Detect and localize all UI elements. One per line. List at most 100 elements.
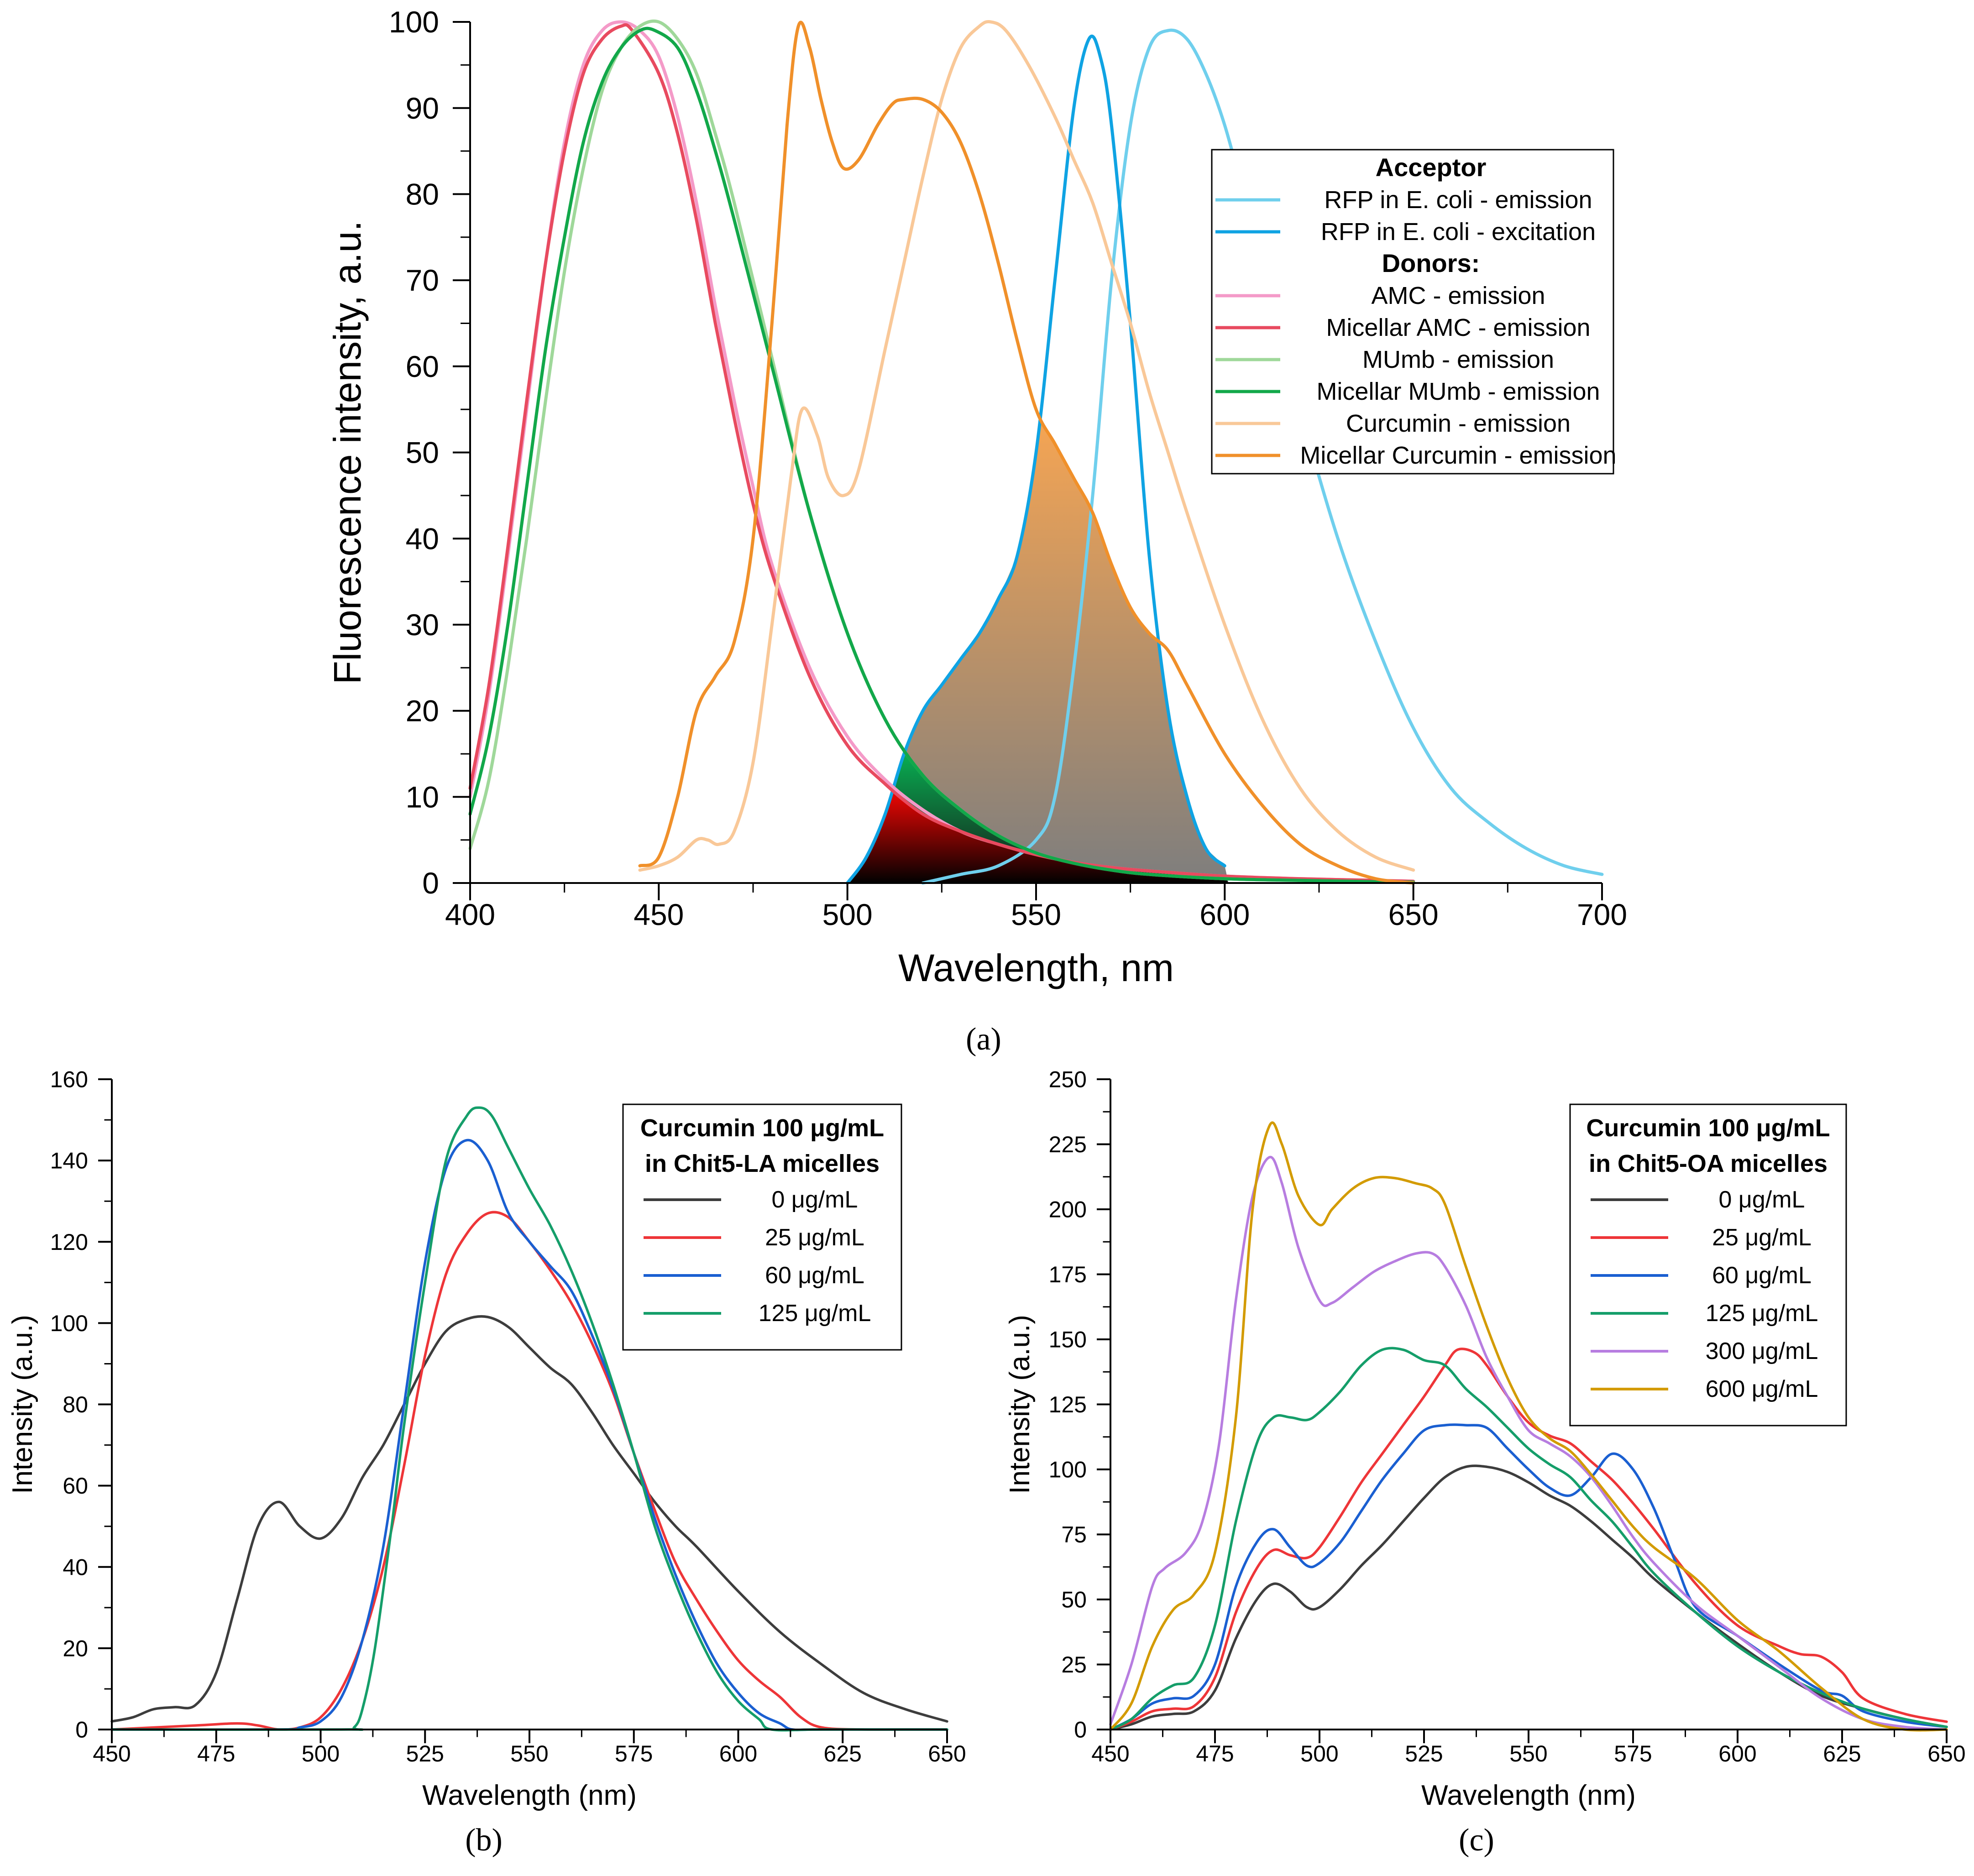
- x-tick-label: 450: [93, 1741, 131, 1766]
- legend-entry: 125 μg/mL: [1706, 1300, 1818, 1327]
- y-axis-label: Intensity (a.u.): [7, 1315, 38, 1494]
- x-tick-label: 625: [1823, 1741, 1861, 1766]
- legend-group-header: Donors:: [1382, 249, 1480, 277]
- y-tick-label: 25: [1061, 1652, 1087, 1677]
- y-tick-label: 160: [50, 1067, 88, 1092]
- x-tick-label: 550: [510, 1741, 548, 1766]
- y-tick-label: 50: [406, 436, 439, 470]
- legend-title-line: Curcumin 100 μg/mL: [640, 1114, 884, 1142]
- x-tick-label: 475: [1196, 1741, 1234, 1766]
- y-tick-label: 80: [406, 178, 439, 211]
- legend-entry: 60 μg/mL: [1712, 1262, 1812, 1289]
- x-tick-label: 450: [1091, 1741, 1129, 1766]
- legend-entry: AMC - emission: [1371, 282, 1545, 309]
- y-tick-label: 140: [50, 1148, 88, 1174]
- series-line-2: [1109, 1348, 1948, 1731]
- legend-entry: 300 μg/mL: [1706, 1338, 1818, 1364]
- x-axis-label: Wavelength (nm): [422, 1780, 637, 1811]
- x-tick-label: 600: [1718, 1741, 1756, 1766]
- x-axis-label: Wavelength, nm: [898, 946, 1174, 989]
- legend-group-header: Acceptor: [1376, 153, 1487, 182]
- legend-box: [622, 1103, 902, 1351]
- x-tick-label: 700: [1577, 898, 1627, 931]
- series-line-6: [1109, 1121, 1948, 1732]
- x-tick-label: 525: [1405, 1741, 1443, 1766]
- series-line-1: [110, 1315, 948, 1723]
- x-tick-label: 650: [928, 1741, 966, 1766]
- y-tick-label: 70: [406, 263, 439, 297]
- series-line-8: [638, 21, 1415, 885]
- y-tick-label: 0: [422, 866, 439, 900]
- y-tick-label: 90: [406, 91, 439, 125]
- x-tick-label: 500: [822, 898, 873, 931]
- legend-title-line: in Chit5-LA micelles: [645, 1150, 880, 1177]
- y-tick-label: 120: [50, 1229, 88, 1255]
- chart-b: 450 475 500 525 550 575 600 625 650 0 20 40 60 80 100 1…: [7, 1067, 966, 1858]
- chart-a: 400 450 500 550 600 650 700 0 10 20 30 40 50 60 70 80 90…: [326, 5, 1627, 1057]
- series-line-1: [1109, 1464, 1948, 1731]
- x-tick-label: 450: [634, 898, 684, 931]
- legend-entry: 600 μg/mL: [1706, 1376, 1818, 1402]
- x-tick-label: 600: [719, 1741, 757, 1766]
- y-tick-label: 60: [63, 1473, 88, 1499]
- series-line-7: [638, 20, 1415, 872]
- y-tick-label: 80: [63, 1392, 88, 1417]
- x-tick-label: 550: [1011, 898, 1061, 931]
- legend-entry: 25 μg/mL: [1712, 1224, 1812, 1251]
- legend-entry: MUmb - emission: [1362, 346, 1554, 373]
- series-line-4: [110, 1106, 948, 1732]
- sub-caption-a: (a): [966, 1022, 1001, 1057]
- x-tick-label: 475: [197, 1741, 235, 1766]
- legend-entry: Micellar MUmb - emission: [1316, 378, 1600, 405]
- micellar-amc-overlap: [847, 790, 1414, 883]
- x-tick-label: 575: [1614, 1741, 1652, 1766]
- y-tick-label: 225: [1049, 1132, 1087, 1157]
- legend-entry: Curcumin - emission: [1346, 410, 1571, 437]
- y-tick-label: 0: [1074, 1717, 1087, 1743]
- legend-entry: 60 μg/mL: [765, 1262, 864, 1289]
- series-line-4: [468, 23, 1415, 883]
- sub-caption-b: (b): [465, 1823, 503, 1858]
- series-line-3: [110, 1139, 948, 1731]
- x-tick-label: 500: [302, 1741, 340, 1766]
- legend-title-line: in Chit5-OA micelles: [1589, 1150, 1827, 1177]
- y-tick-label: 125: [1049, 1392, 1087, 1417]
- x-tick-label: 550: [1509, 1741, 1547, 1766]
- y-tick-label: 100: [389, 5, 439, 39]
- series-line-6: [468, 26, 1415, 884]
- chart-c: 450 475 500 525 550 575 600 625 650 0 25 50 75 100 125…: [1004, 1067, 1966, 1858]
- x-tick-label: 625: [824, 1741, 862, 1766]
- micellar-curcumin-overlap: [847, 418, 1414, 883]
- x-tick-label: 525: [406, 1741, 444, 1766]
- y-axis-label: Intensity (a.u.): [1004, 1315, 1036, 1494]
- legend-entry: 0 μg/mL: [1719, 1186, 1805, 1213]
- legend-entry: 125 μg/mL: [759, 1300, 871, 1327]
- y-tick-label: 30: [406, 608, 439, 642]
- y-axis-label: Fluorescence intensity, a.u.: [326, 220, 369, 684]
- legend-entry: RFP in E. coli - emission: [1324, 186, 1592, 214]
- y-tick-label: 175: [1049, 1262, 1087, 1287]
- x-tick-label: 650: [1927, 1741, 1965, 1766]
- legend-entry: 0 μg/mL: [772, 1186, 858, 1213]
- y-tick-label: 200: [1049, 1197, 1087, 1223]
- y-tick-label: 75: [1061, 1522, 1087, 1547]
- series-line-3: [1109, 1423, 1948, 1731]
- y-tick-label: 40: [63, 1554, 88, 1580]
- x-tick-label: 400: [445, 898, 495, 931]
- legend-entry: RFP in E. coli - excitation: [1321, 218, 1596, 246]
- series-line-1: [921, 28, 1604, 885]
- x-axis-label: Wavelength (nm): [1421, 1780, 1636, 1811]
- legend-box: [1211, 149, 1614, 475]
- legend-title-line: Curcumin 100 μg/mL: [1586, 1114, 1830, 1142]
- y-tick-label: 100: [50, 1311, 88, 1336]
- y-tick-label: 0: [75, 1717, 88, 1743]
- y-tick-label: 100: [1049, 1457, 1087, 1483]
- y-tick-label: 60: [406, 350, 439, 383]
- series-line-2: [846, 34, 1226, 885]
- legend-entry: Micellar AMC - emission: [1326, 314, 1590, 341]
- sub-caption-c: (c): [1459, 1823, 1494, 1858]
- y-tick-label: 20: [63, 1636, 88, 1661]
- y-tick-label: 40: [406, 522, 439, 555]
- x-tick-label: 575: [615, 1741, 653, 1766]
